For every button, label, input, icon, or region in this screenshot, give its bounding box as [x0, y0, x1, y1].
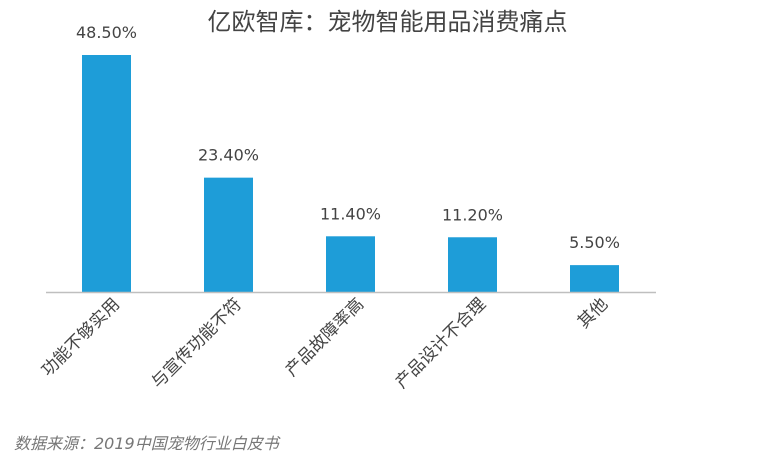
- data-label-2: 23.40%: [198, 146, 259, 165]
- category-label-3: 产品故障率高: [282, 294, 368, 380]
- category-label-4: 产品设计不合理: [392, 294, 490, 392]
- bar-2: [204, 177, 253, 292]
- data-label-4: 11.20%: [442, 205, 503, 224]
- data-label-5: 5.50%: [569, 233, 620, 252]
- bar-5: [570, 265, 619, 292]
- chart-title: 亿欧智库：宠物智能用品消费痛点: [207, 8, 568, 36]
- bar-1: [82, 55, 131, 292]
- data-label-3: 11.40%: [320, 204, 381, 223]
- bar-4: [448, 237, 497, 292]
- data-source: 数据来源：2019中国宠物行业白皮书: [14, 434, 279, 453]
- bar-3: [326, 236, 375, 292]
- category-label-2: 与宣传功能不符: [148, 294, 246, 392]
- category-label-1: 功能不够实用: [38, 294, 124, 380]
- data-label-1: 48.50%: [76, 23, 137, 42]
- category-label-5: 其他: [574, 294, 612, 332]
